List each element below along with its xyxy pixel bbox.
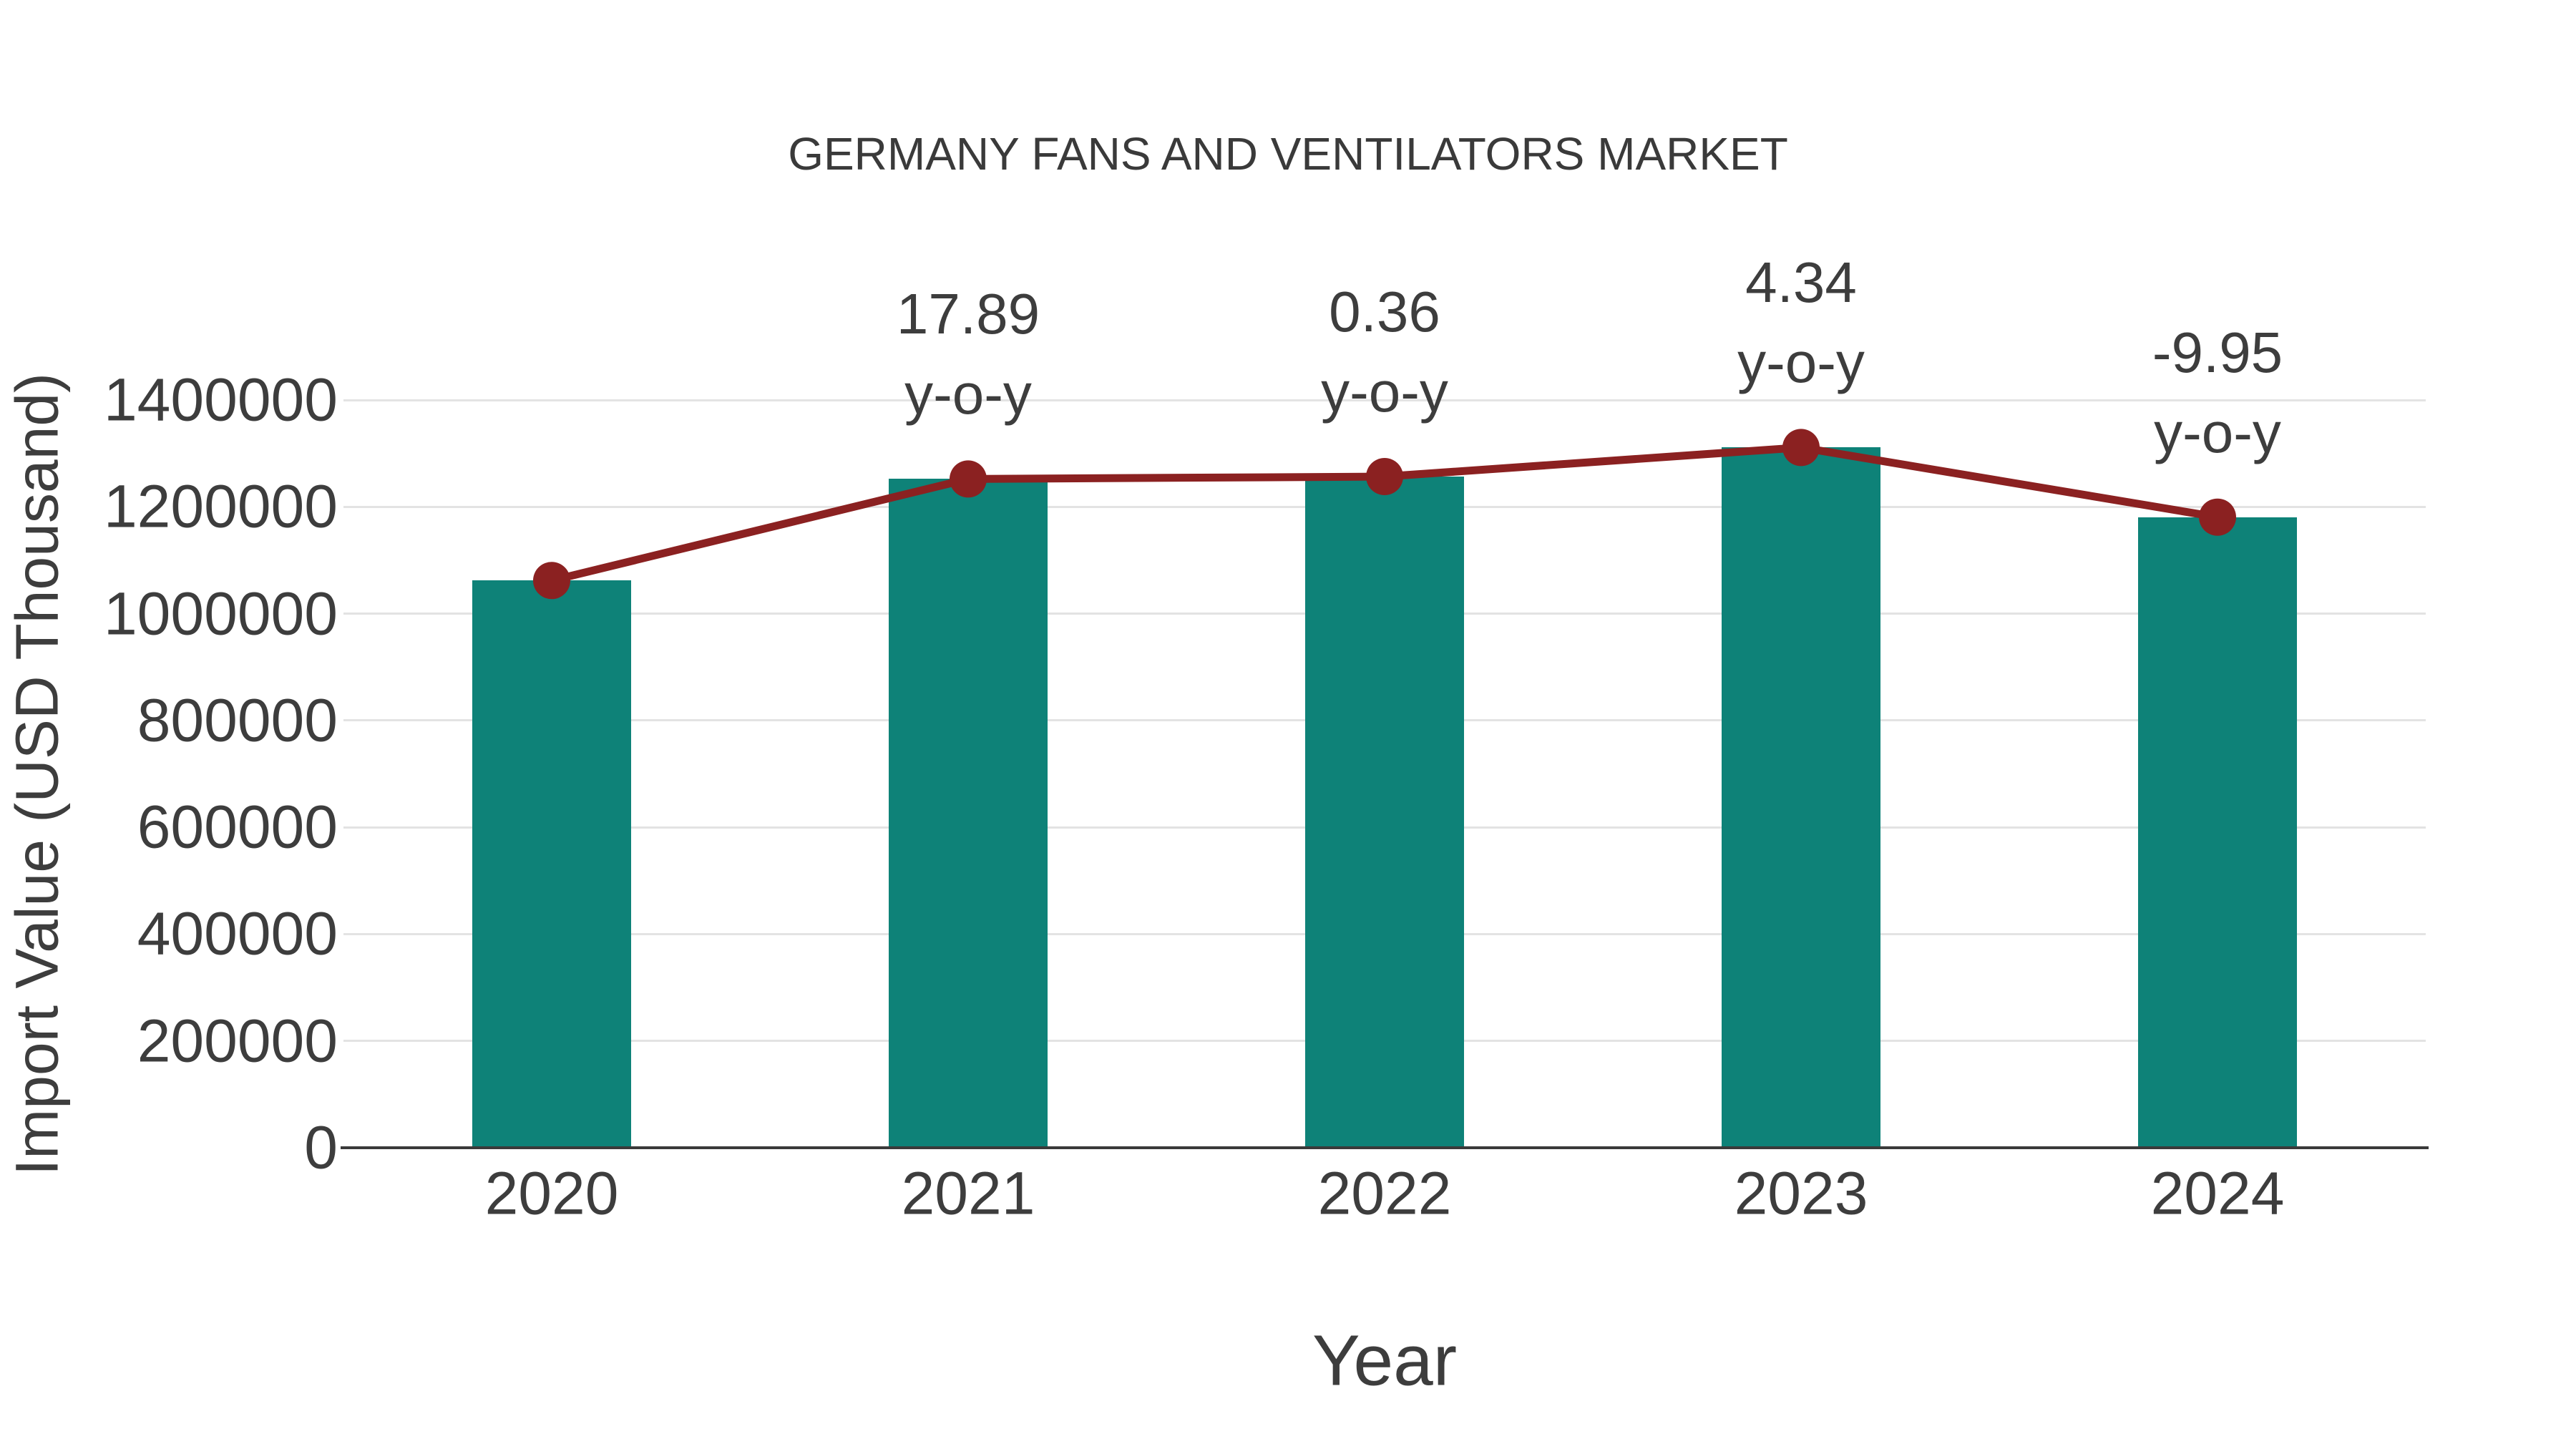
y-tick-label: 600000 xyxy=(137,793,338,861)
x-tick-label-2022: 2022 xyxy=(1317,1159,1452,1227)
bar-2021 xyxy=(889,479,1048,1148)
data-point-marker-2023 xyxy=(1782,429,1820,467)
annotation-value-2021: 17.89 xyxy=(896,282,1040,346)
x-axis-line xyxy=(341,1146,2429,1149)
bar-2022 xyxy=(1305,477,1464,1148)
data-point-marker-2022 xyxy=(1366,458,1403,496)
x-tick-label-2020: 2020 xyxy=(484,1159,619,1227)
bar-2023 xyxy=(1722,447,1880,1148)
y-tick-label: 200000 xyxy=(137,1007,338,1075)
y-tick-label: 1000000 xyxy=(103,580,338,648)
chart-title: GERMANY FANS AND VENTILATORS MARKET xyxy=(788,128,1788,180)
annotation-value-2022: 0.36 xyxy=(1329,280,1440,344)
x-tick-label-2023: 2023 xyxy=(1734,1159,1868,1227)
y-tick-label: 800000 xyxy=(137,686,338,754)
data-point-marker-2021 xyxy=(950,460,987,498)
annotation-suffix-2024: y-o-y xyxy=(2154,400,2281,464)
y-tick-label: 1200000 xyxy=(103,472,338,540)
y-tick-label: 400000 xyxy=(137,899,338,967)
annotation-suffix-2022: y-o-y xyxy=(1321,360,1448,424)
data-point-marker-2024 xyxy=(2199,498,2236,536)
bar-2020 xyxy=(472,580,631,1148)
bar-2024 xyxy=(2138,517,2297,1148)
annotation-suffix-2023: y-o-y xyxy=(1737,331,1865,395)
x-tick-label-2024: 2024 xyxy=(2150,1159,2285,1227)
gridline xyxy=(343,399,2426,401)
y-tick-label: 1400000 xyxy=(103,366,338,434)
data-point-marker-2020 xyxy=(533,562,570,600)
y-tick-label: 0 xyxy=(304,1113,338,1181)
annotation-value-2023: 4.34 xyxy=(1745,250,1857,315)
annotation-suffix-2021: y-o-y xyxy=(904,362,1032,426)
x-axis-label: Year xyxy=(1312,1320,1458,1401)
annotation-value-2024: -9.95 xyxy=(2152,320,2283,384)
x-tick-label-2021: 2021 xyxy=(901,1159,1035,1227)
